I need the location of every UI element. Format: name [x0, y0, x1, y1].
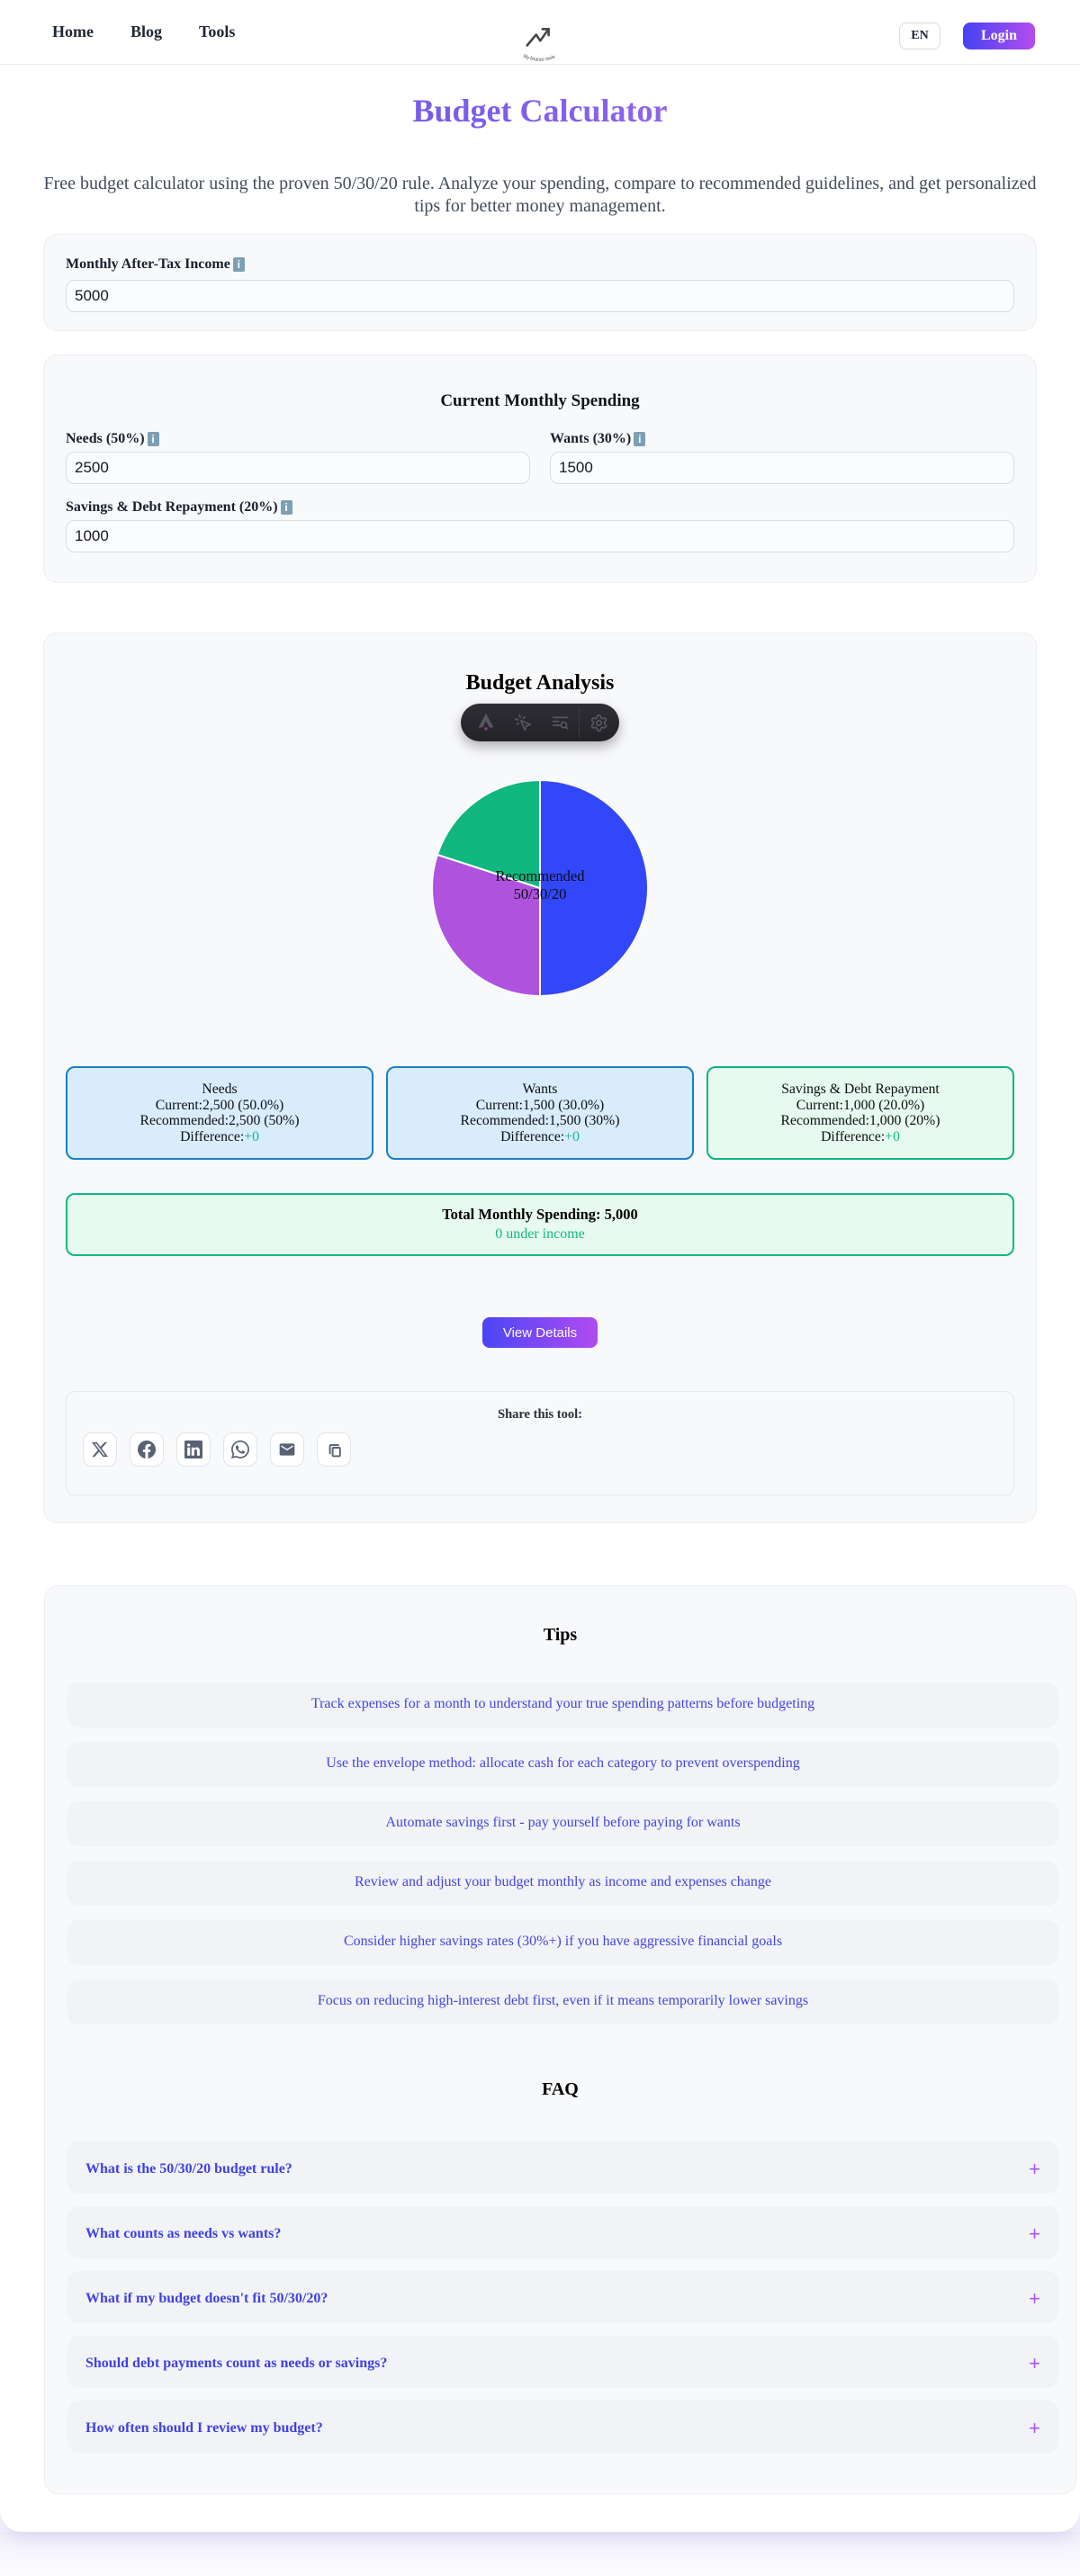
svg-text:My finance tools: My finance tools: [522, 54, 556, 63]
